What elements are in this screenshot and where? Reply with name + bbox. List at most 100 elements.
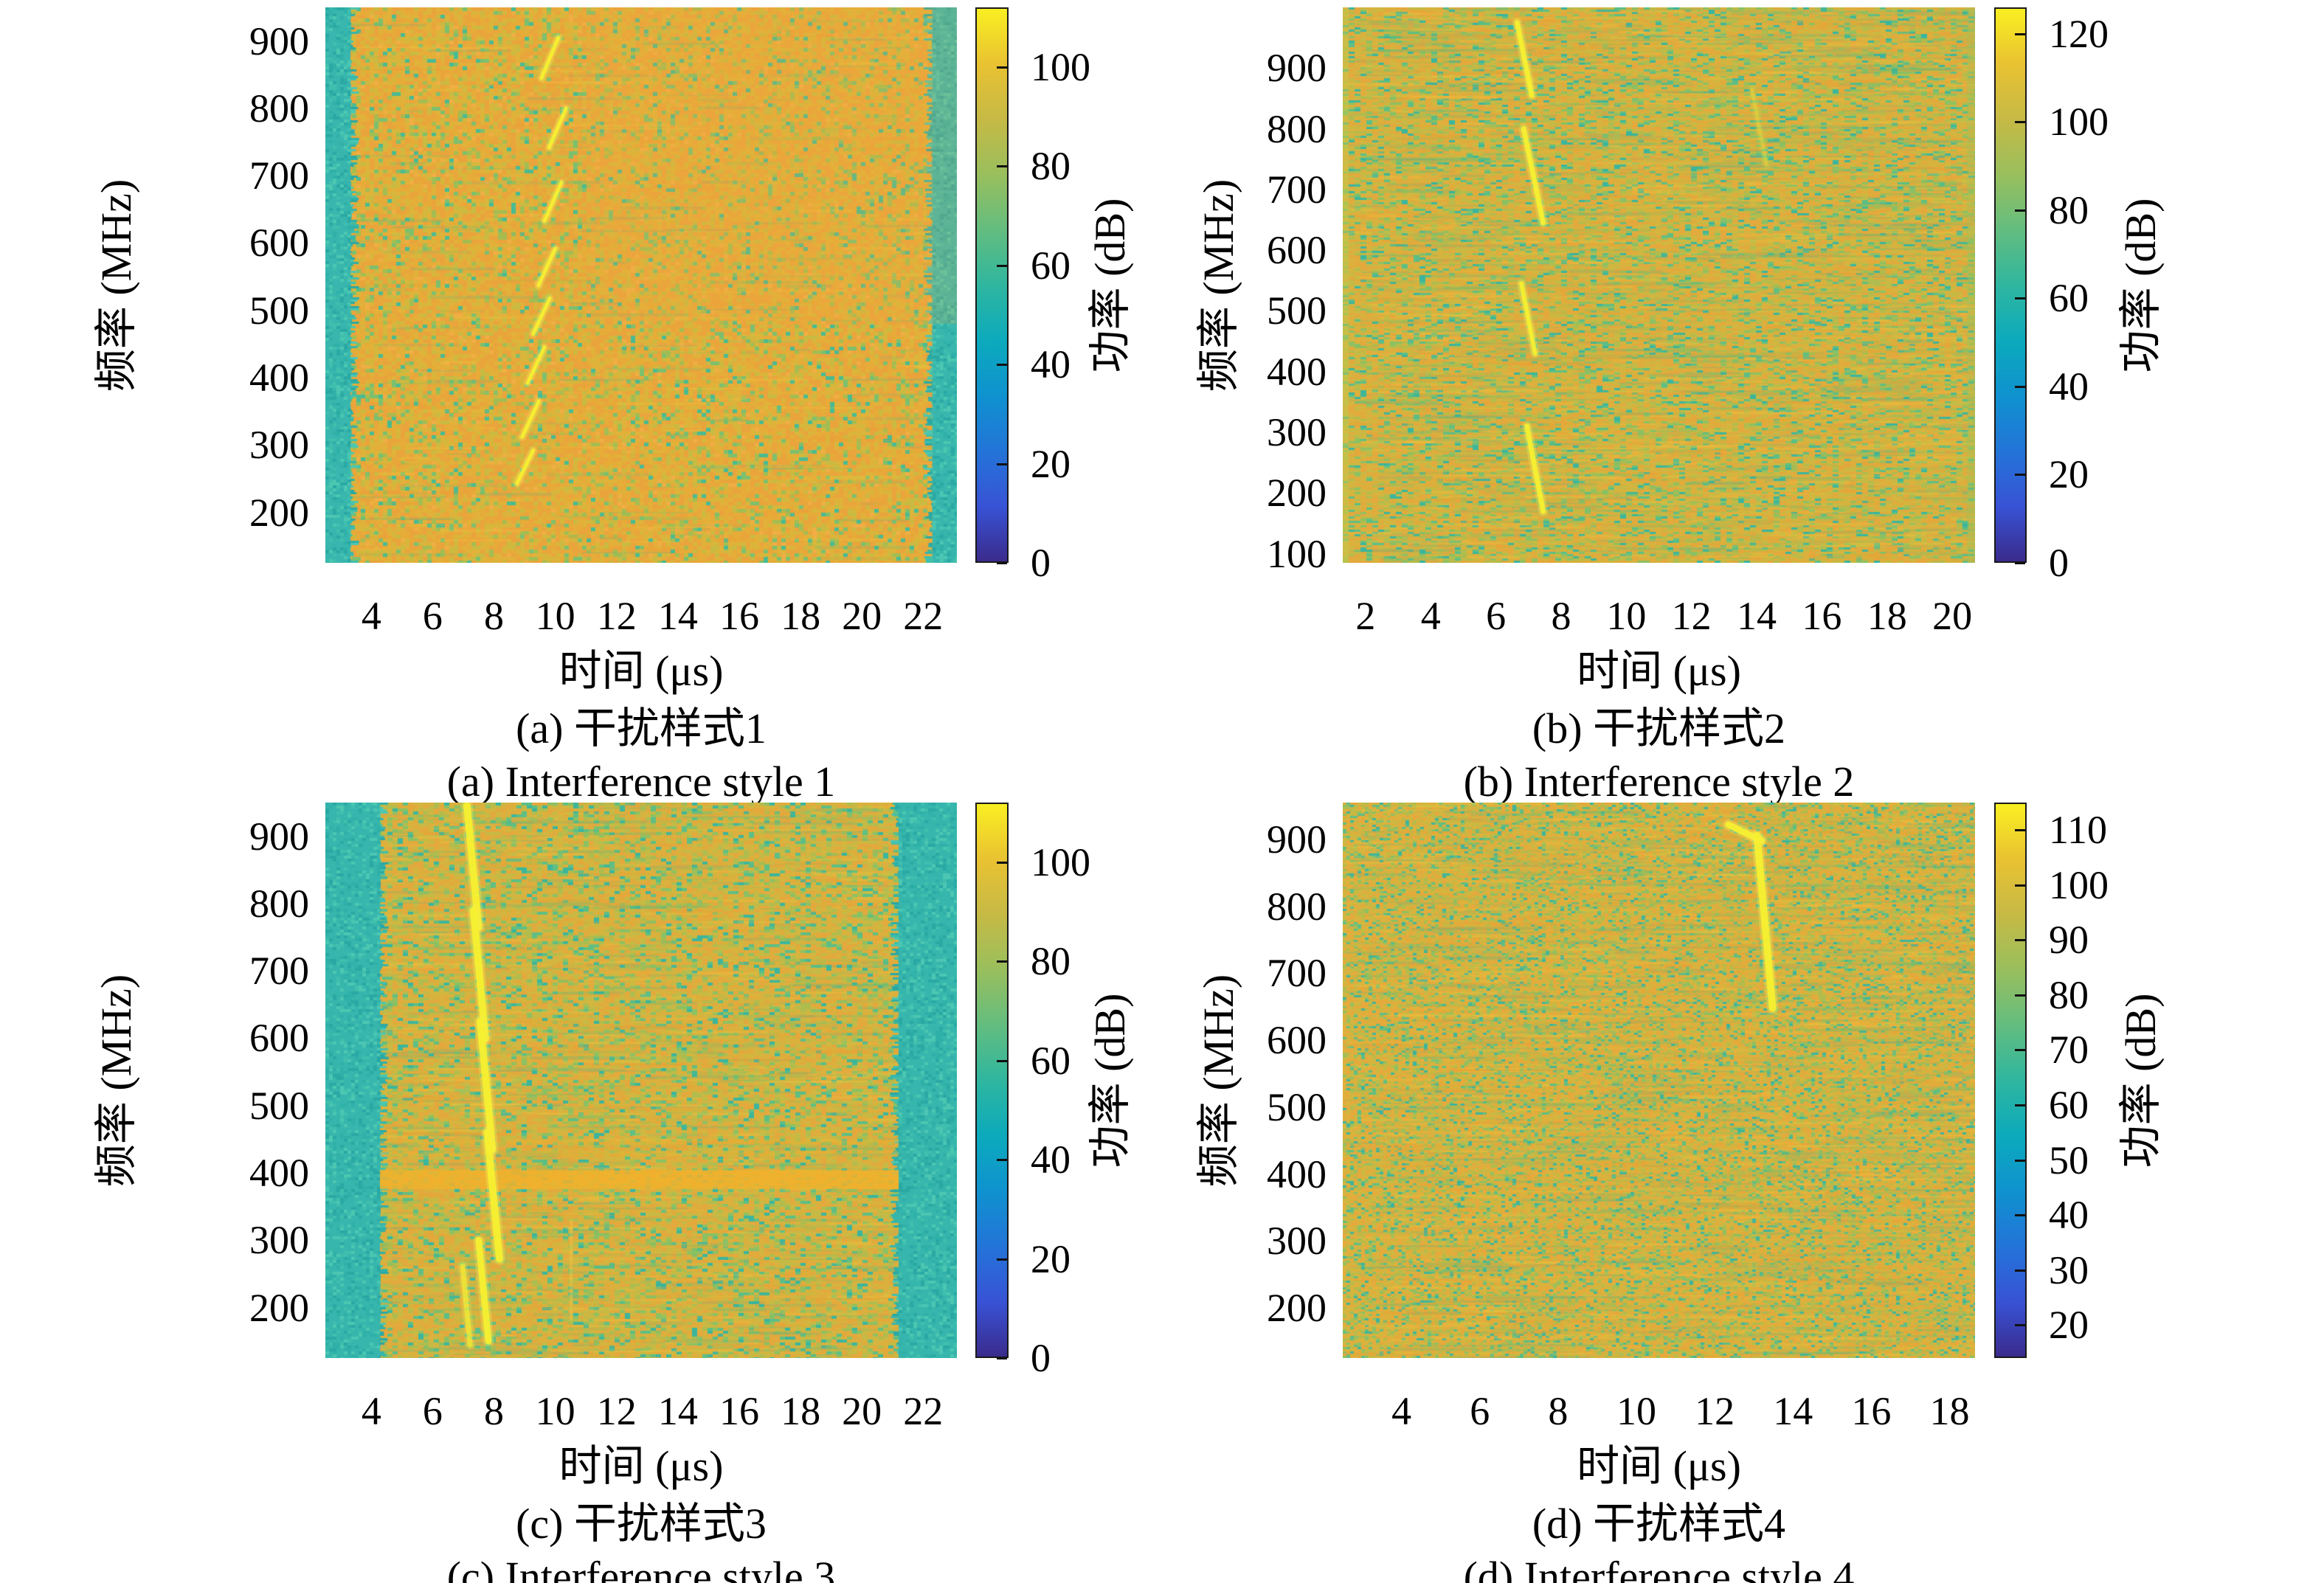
colorbar-label-b: 功率 (dB) bbox=[2117, 198, 2165, 373]
colorbar-d bbox=[1994, 803, 2027, 1358]
colorbar-tick-label: 60 bbox=[2049, 276, 2089, 321]
colorbar-tick-mark bbox=[2015, 121, 2025, 124]
x-tick-label: 12 bbox=[596, 594, 637, 638]
caption-en-c: (c) Interference style 3 bbox=[446, 1553, 836, 1583]
x-tick-label: 10 bbox=[535, 1389, 575, 1433]
x-tick-label: 6 bbox=[422, 1389, 443, 1433]
x-tick-label: 4 bbox=[361, 1389, 381, 1433]
colorbar-tick-mark bbox=[2015, 562, 2025, 564]
y-tick-label: 500 bbox=[249, 1083, 309, 1128]
y-tick-label: 900 bbox=[1267, 46, 1327, 91]
colorbar-label-d: 功率 (dB) bbox=[2117, 993, 2165, 1168]
colorbar-tick-label: 20 bbox=[1031, 1236, 1071, 1281]
caption-zh-a: (a) 干扰样式1 bbox=[516, 704, 767, 752]
x-tick-label: 20 bbox=[842, 1389, 882, 1433]
y-axis-label-c: 频率 (MHz) bbox=[92, 974, 140, 1187]
colorbar-tick-label: 20 bbox=[2049, 1303, 2089, 1348]
x-tick-label: 22 bbox=[903, 1389, 944, 1433]
x-tick-label: 12 bbox=[1695, 1389, 1735, 1433]
colorbar-tick-label: 40 bbox=[1031, 1137, 1071, 1182]
colorbar-tick-label: 0 bbox=[1031, 1336, 1051, 1380]
colorbar-tick-label: 100 bbox=[2049, 862, 2109, 907]
colorbar-tick-mark bbox=[2015, 297, 2025, 300]
colorbar-tick-label: 100 bbox=[1031, 839, 1090, 884]
colorbar-tick-label: 80 bbox=[2049, 187, 2089, 232]
colorbar-tick-label: 20 bbox=[1031, 441, 1071, 486]
x-tick-label: 6 bbox=[1486, 594, 1507, 638]
x-tick-label: 14 bbox=[1737, 594, 1777, 638]
y-tick-label: 400 bbox=[249, 356, 309, 400]
colorbar-tick-mark bbox=[997, 562, 1007, 564]
x-tick-label: 16 bbox=[1802, 594, 1842, 638]
colorbar-tick-mark bbox=[997, 960, 1007, 963]
colorbar-tick-mark bbox=[997, 1258, 1007, 1261]
y-tick-label: 400 bbox=[1267, 349, 1327, 394]
y-tick-label: 300 bbox=[249, 1218, 309, 1263]
colorbar-tick-mark bbox=[2015, 994, 2025, 997]
x-tick-label: 12 bbox=[1671, 594, 1712, 638]
colorbar-tick-label: 20 bbox=[2049, 452, 2089, 497]
x-tick-label: 12 bbox=[596, 1389, 637, 1433]
y-tick-label: 800 bbox=[249, 86, 309, 131]
colorbar-tick-mark bbox=[997, 463, 1007, 465]
colorbar-tick-label: 60 bbox=[1031, 243, 1071, 288]
colorbar-tick-mark bbox=[2015, 1049, 2025, 1052]
y-tick-label: 300 bbox=[1267, 1219, 1327, 1264]
colorbar-tick-mark bbox=[2015, 939, 2025, 942]
colorbar-tick-mark bbox=[2015, 385, 2025, 388]
x-tick-label: 16 bbox=[719, 1389, 759, 1433]
caption-zh-d: (d) 干扰样式4 bbox=[1532, 1500, 1786, 1548]
x-tick-label: 8 bbox=[484, 1389, 505, 1433]
x-tick-label: 14 bbox=[657, 1389, 698, 1433]
x-tick-label: 8 bbox=[1551, 594, 1571, 638]
y-tick-label: 700 bbox=[249, 153, 309, 198]
y-tick-label: 600 bbox=[1267, 228, 1327, 273]
colorbar-tick-mark bbox=[2015, 884, 2025, 887]
y-tick-label: 100 bbox=[1267, 531, 1327, 576]
caption-zh-c: (c) 干扰样式3 bbox=[516, 1500, 767, 1548]
y-tick-label: 900 bbox=[249, 18, 309, 63]
colorbar-tick-mark bbox=[997, 264, 1007, 267]
y-tick-label: 700 bbox=[1267, 167, 1327, 212]
y-tick-label: 700 bbox=[1267, 951, 1327, 996]
y-tick-label: 400 bbox=[249, 1151, 309, 1195]
y-tick-label: 900 bbox=[249, 814, 309, 859]
colorbar-label-a: 功率 (dB) bbox=[1086, 198, 1134, 373]
x-tick-label: 16 bbox=[1851, 1389, 1892, 1433]
colorbar-tick-mark bbox=[2015, 32, 2025, 35]
y-tick-label: 500 bbox=[249, 288, 309, 333]
x-tick-label: 6 bbox=[1470, 1389, 1490, 1433]
colorbar-tick-label: 70 bbox=[2049, 1028, 2089, 1073]
colorbar-tick-label: 90 bbox=[2049, 918, 2089, 963]
x-axis-label-b: 时间 (μs) bbox=[1577, 647, 1741, 695]
colorbar-tick-mark bbox=[997, 364, 1007, 367]
x-tick-label: 18 bbox=[781, 594, 821, 638]
y-tick-label: 200 bbox=[1267, 471, 1327, 516]
colorbar-tick-label: 80 bbox=[1031, 144, 1071, 189]
colorbar-tick-mark bbox=[997, 1357, 1007, 1359]
colorbar-tick-label: 40 bbox=[2049, 364, 2089, 409]
y-tick-label: 600 bbox=[249, 221, 309, 266]
x-tick-label: 14 bbox=[657, 594, 698, 638]
colorbar-tick-mark bbox=[2015, 1269, 2025, 1272]
colorbar-tick-label: 80 bbox=[1031, 939, 1071, 984]
y-tick-label: 200 bbox=[249, 1285, 309, 1330]
y-tick-label: 500 bbox=[1267, 1084, 1327, 1129]
y-tick-label: 600 bbox=[249, 1016, 309, 1061]
x-tick-label: 18 bbox=[781, 1389, 821, 1433]
colorbar-c bbox=[975, 803, 1009, 1358]
x-tick-label: 4 bbox=[361, 594, 381, 638]
y-tick-label: 300 bbox=[249, 423, 309, 468]
caption-zh-b: (b) 干扰样式2 bbox=[1532, 704, 1786, 752]
colorbar-tick-mark bbox=[2015, 1214, 2025, 1217]
spectrogram-b bbox=[1343, 7, 1975, 563]
y-tick-label: 800 bbox=[1267, 884, 1327, 929]
colorbar-tick-label: 120 bbox=[2049, 11, 2109, 56]
colorbar-tick-label: 50 bbox=[2049, 1137, 2089, 1182]
spectrogram-d bbox=[1343, 803, 1975, 1358]
x-tick-label: 2 bbox=[1355, 594, 1376, 638]
y-tick-label: 200 bbox=[249, 490, 309, 535]
colorbar-tick-label: 60 bbox=[1031, 1038, 1071, 1083]
colorbar-tick-mark bbox=[2015, 1104, 2025, 1107]
x-tick-label: 10 bbox=[535, 594, 575, 638]
